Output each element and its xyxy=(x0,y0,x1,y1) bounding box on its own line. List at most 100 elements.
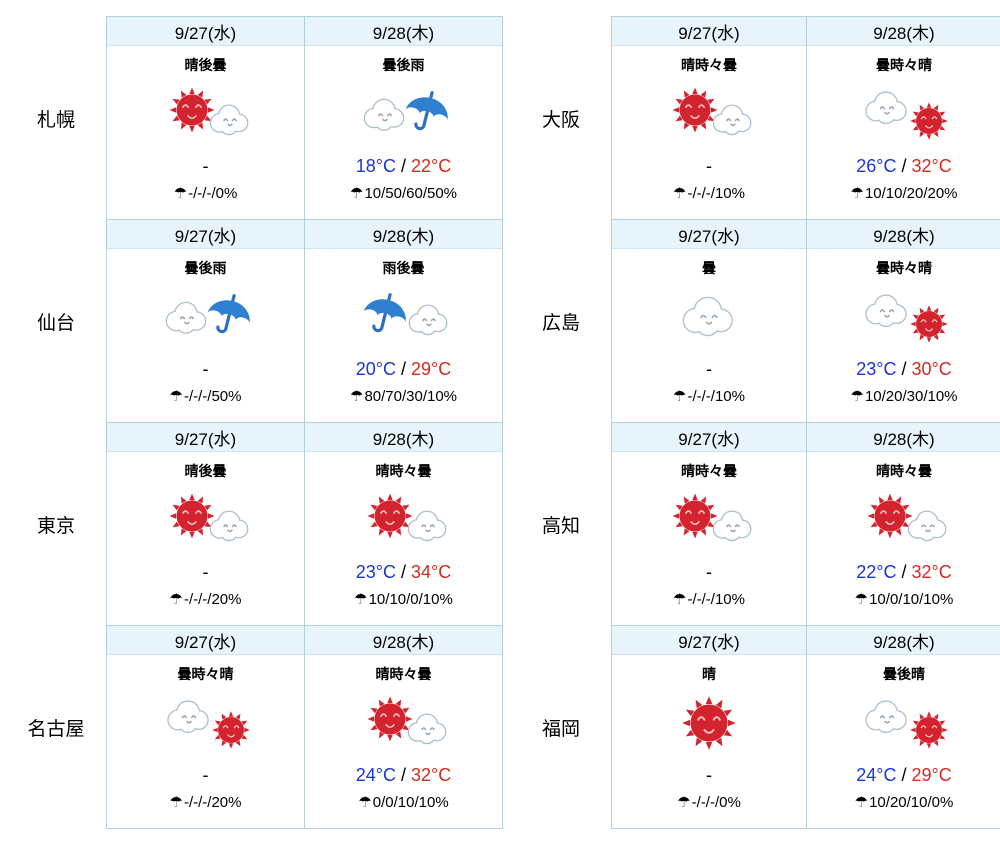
temp-separator: - xyxy=(202,155,209,176)
temperature: 18°C / 22°C xyxy=(356,153,451,179)
date-header: 9/28(木) xyxy=(807,423,1000,452)
umbrella-icon: ☂ xyxy=(850,388,864,405)
precip-values: 80/70/30/10% xyxy=(364,388,458,405)
city-forecast-block: 名古屋 9/27(水) 曇時々晴 - ☂-/-/-/20% 9/28(木) 晴時… xyxy=(6,626,503,829)
date-header: 9/28(木) xyxy=(807,626,1000,655)
precipitation: ☂10/10/20/20% xyxy=(850,184,957,202)
temp-separator: / xyxy=(395,561,411,582)
temperature: - xyxy=(203,559,209,585)
city-name: 広島 xyxy=(541,313,580,334)
day-forecast-cell: 9/28(木) 曇後晴 24°C / 29°C ☂10/20/10/0% xyxy=(807,626,1000,829)
forecast-body: 曇 - ☂-/-/-/10% xyxy=(612,249,806,422)
forecast-body: 晴 - ☂-/-/-/0% xyxy=(612,655,806,828)
date-header: 9/27(水) xyxy=(612,423,806,452)
temp-low: 26°C xyxy=(856,155,897,176)
temp-separator: - xyxy=(202,358,209,379)
temp-low: 23°C xyxy=(355,561,396,582)
forecast-cells: 9/27(水) 曇 - ☂-/-/-/10% 9/28(木) 曇時々晴 23°C… xyxy=(611,220,1000,423)
umbrella-icon: ☂ xyxy=(349,185,364,202)
temp-separator: - xyxy=(706,561,712,582)
weather-description: 曇後晴 xyxy=(883,666,925,682)
temp-separator: - xyxy=(202,764,209,785)
precipitation: ☂-/-/-/20% xyxy=(170,793,242,811)
forecast-cells: 9/27(水) 晴後曇 - ☂-/-/-/20% 9/28(木) 晴時々曇 23… xyxy=(106,423,503,626)
temp-low: 18°C xyxy=(355,155,396,176)
day-forecast-cell: 9/27(水) 曇後雨 - ☂-/-/-/50% xyxy=(107,220,305,423)
weather-icon xyxy=(147,77,265,153)
weather-icon xyxy=(845,686,963,762)
temp-separator: / xyxy=(896,358,912,379)
weather-icon xyxy=(345,77,463,153)
temperature: - xyxy=(706,153,712,179)
temp-separator: - xyxy=(202,561,209,582)
precipitation: ☂-/-/-/10% xyxy=(673,590,745,608)
precipitation: ☂10/0/10/10% xyxy=(855,590,954,608)
precip-values: 10/50/60/50% xyxy=(364,185,458,202)
temperature: - xyxy=(203,762,209,788)
temperature: 24°C / 32°C xyxy=(356,762,451,788)
temp-separator: / xyxy=(896,561,912,582)
precip-values: 10/10/20/20% xyxy=(864,185,958,202)
day-forecast-cell: 9/28(木) 曇時々晴 23°C / 30°C ☂10/20/30/10% xyxy=(807,220,1000,423)
precip-values: 10/20/30/10% xyxy=(864,388,958,405)
weather-description: 晴後曇 xyxy=(184,463,227,479)
precip-values: 10/0/10/10% xyxy=(869,591,954,608)
city-name: 大阪 xyxy=(541,109,580,131)
precip-values: -/-/-/10% xyxy=(687,388,745,405)
precip-values: 10/20/10/0% xyxy=(869,794,954,811)
date-header: 9/28(木) xyxy=(807,220,1000,249)
date-header: 9/27(水) xyxy=(107,17,304,46)
weather-description: 晴時々曇 xyxy=(375,463,432,479)
precipitation: ☂10/20/10/0% xyxy=(855,793,954,811)
forecast-body: 曇時々晴 - ☂-/-/-/20% xyxy=(107,655,304,828)
city-forecast-block: 札幌 9/27(水) 晴後曇 - ☂-/-/-/0% 9/28(木) 曇後雨 1… xyxy=(6,16,503,220)
weather-description: 晴時々曇 xyxy=(681,463,737,479)
day-forecast-cell: 9/28(木) 雨後曇 20°C / 29°C ☂80/70/30/10% xyxy=(305,220,503,423)
temperature: - xyxy=(706,762,712,788)
umbrella-icon: ☂ xyxy=(169,591,183,608)
precipitation: ☂10/50/60/50% xyxy=(350,184,457,202)
weather-description: 晴時々曇 xyxy=(375,666,432,682)
weather-icon xyxy=(845,77,963,153)
precip-values: 0/0/10/10% xyxy=(372,794,449,811)
temp-separator: / xyxy=(395,155,411,176)
temperature: 22°C / 32°C xyxy=(856,559,951,585)
temp-separator: / xyxy=(395,358,411,379)
umbrella-icon: ☂ xyxy=(169,388,183,405)
date-header: 9/28(木) xyxy=(807,17,1000,46)
day-forecast-cell: 9/28(木) 曇時々晴 26°C / 32°C ☂10/10/20/20% xyxy=(807,17,1000,220)
umbrella-icon: ☂ xyxy=(673,388,687,405)
forecast-column-left: 札幌 9/27(水) 晴後曇 - ☂-/-/-/0% 9/28(木) 曇後雨 1… xyxy=(6,16,503,829)
umbrella-icon: ☂ xyxy=(850,185,864,202)
temp-separator: - xyxy=(706,764,712,785)
umbrella-icon: ☂ xyxy=(354,591,368,608)
forecast-body: 晴時々曇 - ☂-/-/-/10% xyxy=(612,452,806,625)
precip-values: -/-/-/0% xyxy=(188,185,238,202)
weather-description: 曇時々晴 xyxy=(876,260,932,276)
day-forecast-cell: 9/28(木) 晴時々曇 23°C / 34°C ☂10/10/0/10% xyxy=(305,423,503,626)
temp-low: 24°C xyxy=(355,764,396,785)
temp-separator: / xyxy=(896,764,912,785)
date-header: 9/27(水) xyxy=(107,626,304,655)
forecast-body: 曇時々晴 23°C / 30°C ☂10/20/30/10% xyxy=(807,249,1000,422)
forecast-cells: 9/27(水) 晴時々曇 - ☂-/-/-/10% 9/28(木) 曇時々晴 2… xyxy=(611,16,1000,220)
temperature: - xyxy=(203,356,209,382)
temp-high: 32°C xyxy=(911,155,952,176)
precipitation: ☂-/-/-/10% xyxy=(673,387,745,405)
precip-values: 10/10/0/10% xyxy=(368,591,453,608)
forecast-body: 曇後晴 24°C / 29°C ☂10/20/10/0% xyxy=(807,655,1000,828)
temperature: - xyxy=(203,153,209,179)
temperature: - xyxy=(706,356,712,382)
weather-icon xyxy=(650,77,768,153)
weather-icon xyxy=(845,280,963,356)
day-forecast-cell: 9/28(木) 晴時々曇 22°C / 32°C ☂10/0/10/10% xyxy=(807,423,1000,626)
precipitation: ☂-/-/-/10% xyxy=(673,184,745,202)
weather-icon xyxy=(147,686,265,762)
temperature: - xyxy=(706,559,712,585)
forecast-cells: 9/27(水) 晴 - ☂-/-/-/0% 9/28(木) 曇後晴 24°C /… xyxy=(611,626,1000,829)
umbrella-icon: ☂ xyxy=(349,388,364,405)
forecast-column-right: 大阪 9/27(水) 晴時々曇 - ☂-/-/-/10% 9/28(木) 曇時々… xyxy=(511,16,1000,829)
forecast-body: 曇後雨 18°C / 22°C ☂10/50/60/50% xyxy=(305,46,502,219)
date-header: 9/27(水) xyxy=(107,423,304,452)
